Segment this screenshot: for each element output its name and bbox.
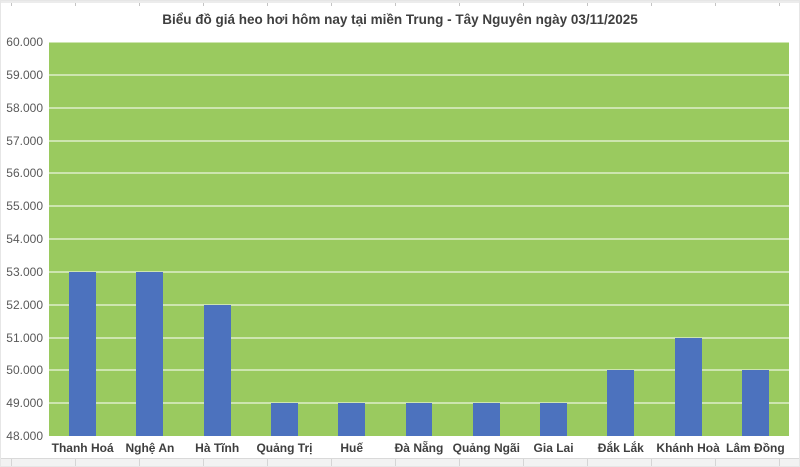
bar-10 — [674, 337, 702, 436]
gridline — [49, 73, 789, 76]
bar-1 — [69, 271, 97, 436]
spreadsheet-row-edge-bottom — [1, 458, 799, 466]
x-axis-label: Quảng Trị — [256, 441, 313, 455]
x-axis-label: Đà Nẵng — [394, 441, 444, 455]
gridline — [49, 139, 789, 142]
bar-4 — [271, 403, 298, 436]
chart-title: Biểu đồ giá heo hơi hôm nay tại miền Tru… — [162, 12, 638, 27]
x-axis-label: Gia Lai — [533, 441, 574, 455]
plot-area — [49, 42, 789, 436]
x-axis-label: Huế — [340, 441, 364, 455]
y-tick-label: 49.000 — [6, 396, 43, 411]
spreadsheet-row-edge-top — [1, 1, 799, 6]
y-axis: 48.000 49.000 50.000 51.000 52.000 53.000 54.0… — [1, 35, 43, 443]
gridline — [49, 172, 789, 175]
y-tick-label: 56.000 — [6, 166, 43, 181]
gridline — [49, 205, 789, 208]
bar-7 — [472, 403, 500, 436]
bar-8 — [540, 403, 567, 436]
gridline — [49, 238, 789, 240]
bar-9 — [607, 370, 635, 436]
y-tick-label: 50.000 — [6, 363, 43, 378]
x-axis-label: Đắk Lắk — [597, 441, 644, 455]
x-axis-label: Hà Tĩnh — [195, 441, 240, 455]
gridline — [49, 369, 789, 372]
bar-5 — [338, 403, 366, 436]
x-axis-label: Lâm Đồng — [726, 441, 785, 455]
y-tick-label: 48.000 — [6, 429, 43, 443]
bar-11 — [741, 370, 769, 436]
y-tick-label: 52.000 — [6, 297, 43, 312]
x-axis-label: Nghệ An — [125, 441, 175, 455]
y-tick-label: 53.000 — [6, 264, 43, 279]
y-tick-label: 57.000 — [6, 133, 43, 148]
x-axis-label: Khánh Hoà — [656, 441, 720, 455]
x-axis-label: Quảng Ngãi — [452, 441, 520, 455]
bar-6 — [405, 403, 433, 436]
bar-3 — [203, 304, 231, 436]
bar-2 — [136, 271, 164, 436]
x-axis-label: Thanh Hoá — [51, 441, 114, 455]
y-tick-label: 60.000 — [6, 35, 43, 49]
y-tick-label: 58.000 — [6, 100, 43, 115]
y-tick-label: 54.000 — [6, 232, 43, 246]
gridline — [49, 336, 789, 339]
x-axis: Thanh Hoá Nghệ An Hà Tĩnh Quảng Trị Huế Đà Nẵ… — [49, 440, 789, 458]
y-tick-label: 59.000 — [6, 67, 43, 82]
gridline — [49, 106, 789, 109]
gridline — [49, 42, 789, 43]
gridline — [49, 303, 789, 306]
y-tick-label: 51.000 — [6, 330, 43, 345]
y-tick-label: 55.000 — [6, 199, 43, 214]
gridline — [49, 270, 789, 273]
gridline — [49, 402, 789, 405]
